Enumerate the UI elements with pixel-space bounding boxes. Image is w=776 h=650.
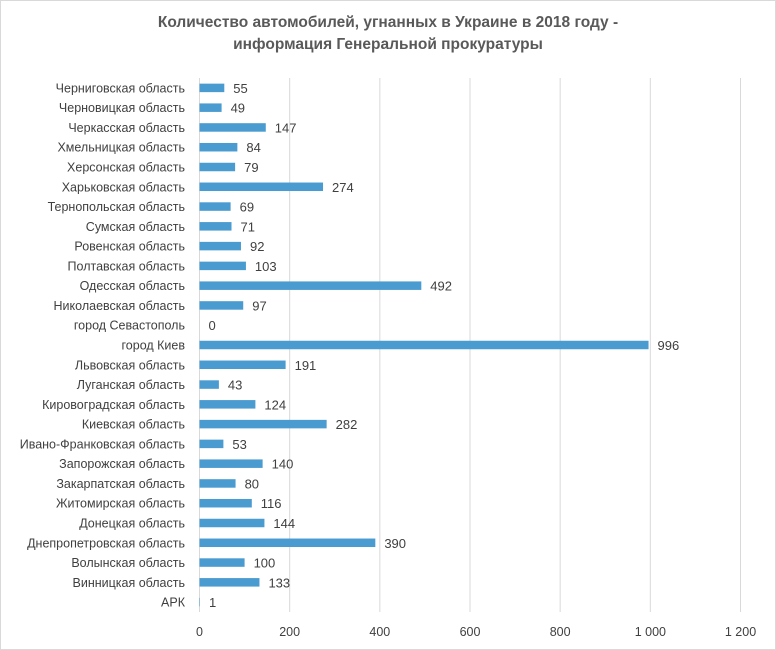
data-label: 140 bbox=[272, 457, 294, 472]
category-label: Луганская область bbox=[77, 378, 185, 392]
data-label: 49 bbox=[231, 101, 245, 116]
data-label: 274 bbox=[332, 180, 354, 195]
data-label: 147 bbox=[275, 120, 297, 135]
category-label: Запорожская область bbox=[59, 457, 185, 471]
data-label: 390 bbox=[384, 536, 406, 551]
data-label: 80 bbox=[245, 476, 259, 491]
bar bbox=[199, 439, 224, 449]
data-label: 144 bbox=[273, 516, 295, 531]
data-label: 69 bbox=[240, 200, 254, 215]
data-label: 100 bbox=[254, 556, 276, 571]
category-label: Кировоградская область bbox=[42, 398, 185, 412]
bar bbox=[199, 123, 266, 132]
category-labels: АРК Винницкая область Волынская область Дне… bbox=[20, 81, 186, 609]
x-tick-label: 200 bbox=[279, 625, 300, 639]
category-label: Черкасская область bbox=[68, 121, 185, 135]
bar bbox=[199, 479, 236, 488]
category-label: Хмельницкая область bbox=[57, 141, 185, 155]
bar bbox=[199, 142, 238, 152]
category-label: Ивано-Франковская область bbox=[20, 437, 185, 451]
x-tick-label: 0 bbox=[196, 625, 203, 639]
data-label: 0 bbox=[209, 318, 216, 333]
data-label: 53 bbox=[232, 437, 246, 452]
category-label: Житомирская область bbox=[56, 497, 185, 511]
category-label: Черниговская область bbox=[56, 81, 185, 95]
bar bbox=[199, 459, 263, 468]
category-label: Черновицкая область bbox=[59, 101, 185, 115]
chart-title-line-1: Количество автомобилей, угнанных в Украи… bbox=[157, 14, 619, 31]
bar bbox=[199, 103, 222, 112]
category-label: Донецкая область bbox=[79, 517, 185, 531]
bar bbox=[199, 380, 219, 389]
data-label: 43 bbox=[228, 378, 242, 393]
bar bbox=[199, 498, 252, 508]
category-label: Сумская область bbox=[86, 220, 185, 234]
data-label: 1 bbox=[209, 595, 216, 610]
data-label: 116 bbox=[261, 496, 282, 511]
bar bbox=[199, 162, 236, 172]
data-label: 282 bbox=[336, 417, 358, 432]
chart-title: Количество автомобилей, угнанных в Украи… bbox=[0, 12, 776, 56]
bars bbox=[199, 83, 649, 607]
bar bbox=[199, 578, 260, 587]
bar bbox=[199, 558, 245, 567]
bar bbox=[199, 83, 225, 93]
bar bbox=[199, 340, 649, 350]
bar bbox=[199, 281, 422, 290]
data-label: 92 bbox=[250, 239, 264, 254]
data-label: 103 bbox=[255, 259, 277, 274]
category-label: Закарпатская область bbox=[56, 477, 185, 491]
bar bbox=[199, 360, 286, 370]
data-label: 71 bbox=[241, 219, 255, 234]
data-label: 79 bbox=[244, 160, 258, 175]
data-label: 996 bbox=[658, 338, 680, 353]
data-label: 191 bbox=[295, 358, 317, 373]
data-label: 97 bbox=[252, 298, 266, 313]
bar bbox=[199, 400, 256, 409]
bar bbox=[199, 419, 327, 429]
data-label: 84 bbox=[246, 140, 260, 155]
bar bbox=[199, 538, 376, 548]
category-label: Харьковская область bbox=[62, 180, 185, 194]
bar bbox=[199, 518, 265, 528]
category-label: город Киев bbox=[122, 339, 186, 353]
category-label: Херсонская область bbox=[67, 161, 185, 175]
category-label: Львовская область bbox=[75, 358, 185, 372]
x-tick-label: 1 000 bbox=[635, 625, 666, 639]
bar bbox=[199, 222, 232, 231]
x-tick-label: 400 bbox=[369, 625, 390, 639]
category-label: Ровенская область bbox=[74, 240, 185, 254]
x-tick-label: 800 bbox=[550, 625, 571, 639]
category-label: Николаевская область bbox=[54, 299, 185, 313]
bar bbox=[199, 261, 246, 271]
category-label: Тернопольская область bbox=[48, 200, 185, 214]
category-label: Винницкая область bbox=[73, 576, 186, 590]
data-label: 124 bbox=[264, 397, 286, 412]
category-label: Одесская область bbox=[80, 279, 185, 293]
category-label: АРК bbox=[161, 596, 186, 610]
category-label: Киевская область bbox=[82, 418, 185, 432]
data-label: 492 bbox=[430, 279, 452, 294]
category-label: Днепропетровская область bbox=[27, 536, 185, 550]
bar bbox=[199, 182, 324, 192]
data-label: 133 bbox=[268, 575, 290, 590]
x-axis-tick-labels: 0 200 400 600 800 1 000 1 200 bbox=[196, 625, 756, 639]
bar bbox=[199, 301, 244, 310]
x-tick-label: 600 bbox=[460, 625, 481, 639]
category-label: Волынская область bbox=[71, 556, 185, 570]
bar bbox=[199, 202, 231, 211]
bar bbox=[199, 241, 241, 251]
chart-title-line-2: информация Генеральной прокуратуры bbox=[233, 36, 543, 53]
category-label: Полтавская область bbox=[68, 259, 185, 273]
x-tick-label: 1 200 bbox=[725, 625, 756, 639]
category-label: город Севастополь bbox=[74, 319, 185, 333]
data-label: 55 bbox=[233, 81, 247, 96]
